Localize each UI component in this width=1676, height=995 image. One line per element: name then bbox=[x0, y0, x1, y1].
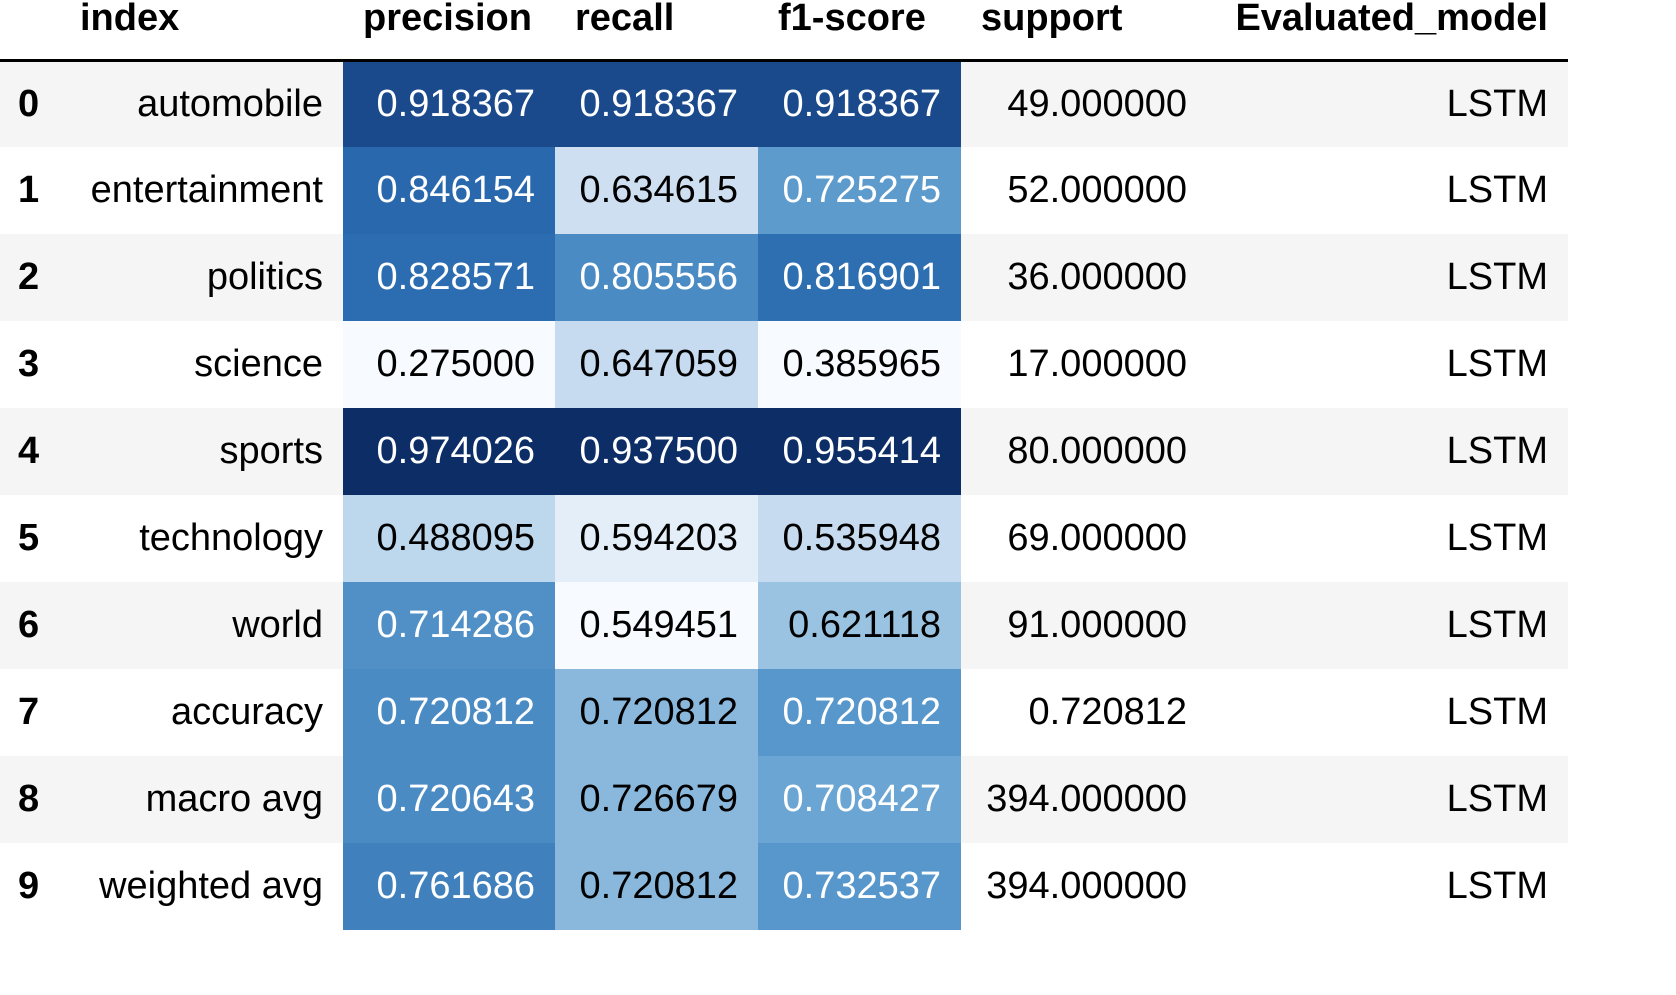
table-row: 4 sports 0.974026 0.937500 0.955414 80.000000… bbox=[0, 408, 1568, 495]
row-index: 2 bbox=[18, 256, 40, 298]
recall-cell: 0.647059 bbox=[555, 321, 758, 408]
row-index: 4 bbox=[18, 430, 40, 472]
row-index: 8 bbox=[18, 778, 40, 820]
recall-cell: 0.720812 bbox=[555, 843, 758, 930]
f1-score-cell: 0.816901 bbox=[758, 234, 961, 321]
table-row: 6 world 0.714286 0.549451 0.621118 91.000000 L… bbox=[0, 582, 1568, 669]
support-cell: 394.000000 bbox=[986, 865, 1187, 907]
evaluated-model-cell: LSTM bbox=[1446, 865, 1548, 907]
table-row: 9 weighted avg 0.761686 0.720812 0.732537 394… bbox=[0, 843, 1568, 930]
row-label: entertainment bbox=[90, 169, 323, 211]
row-label: automobile bbox=[137, 82, 323, 125]
support-cell: 80.000000 bbox=[1007, 430, 1187, 472]
table-row: 8 macro avg 0.720643 0.726679 0.708427 394.00… bbox=[0, 756, 1568, 843]
support-cell: 91.000000 bbox=[1007, 604, 1187, 646]
row-index: 1 bbox=[18, 169, 40, 211]
row-label: macro avg bbox=[145, 778, 323, 820]
evaluated-model-cell: LSTM bbox=[1446, 604, 1548, 646]
f1-score-cell: 0.725275 bbox=[758, 147, 961, 234]
header-f1-score: f1-score bbox=[758, 0, 961, 62]
precision-cell: 0.846154 bbox=[343, 147, 555, 234]
support-cell: 49.000000 bbox=[1007, 82, 1187, 125]
evaluated-model-cell: LSTM bbox=[1446, 517, 1548, 559]
support-cell: 394.000000 bbox=[986, 778, 1187, 820]
header-recall: recall bbox=[555, 0, 758, 62]
table-row: 3 science 0.275000 0.647059 0.385965 17.00000… bbox=[0, 321, 1568, 408]
precision-cell: 0.275000 bbox=[343, 321, 555, 408]
support-cell: 0.720812 bbox=[1028, 691, 1188, 733]
header-support: support bbox=[961, 0, 1207, 62]
recall-cell: 0.634615 bbox=[555, 147, 758, 234]
table-row: 0 automobile 0.918367 0.918367 0.918367 49.00… bbox=[0, 60, 1568, 147]
table-body: 0 automobile 0.918367 0.918367 0.918367 49.00… bbox=[0, 60, 1568, 930]
header-precision: precision bbox=[343, 0, 555, 62]
evaluated-model-cell: LSTM bbox=[1446, 82, 1548, 125]
f1-score-cell: 0.955414 bbox=[758, 408, 961, 495]
precision-cell: 0.720643 bbox=[343, 756, 555, 843]
precision-cell: 0.488095 bbox=[343, 495, 555, 582]
table-row: 5 technology 0.488095 0.594203 0.535948 69.00… bbox=[0, 495, 1568, 582]
f1-score-cell: 0.732537 bbox=[758, 843, 961, 930]
evaluated-model-cell: LSTM bbox=[1446, 778, 1548, 820]
f1-score-cell: 0.535948 bbox=[758, 495, 961, 582]
precision-cell: 0.918367 bbox=[343, 60, 555, 147]
row-label: world bbox=[232, 604, 323, 646]
classification-report-table: index precision recall f1-score support … bbox=[0, 0, 1568, 930]
evaluated-model-cell: LSTM bbox=[1446, 256, 1548, 298]
table-row: 7 accuracy 0.720812 0.720812 0.720812 0.72081… bbox=[0, 669, 1568, 756]
recall-cell: 0.918367 bbox=[555, 60, 758, 147]
row-index: 0 bbox=[18, 82, 40, 125]
support-cell: 52.000000 bbox=[1007, 169, 1187, 211]
recall-cell: 0.726679 bbox=[555, 756, 758, 843]
table-row: 1 entertainment 0.846154 0.634615 0.725275 52… bbox=[0, 147, 1568, 234]
f1-score-cell: 0.708427 bbox=[758, 756, 961, 843]
precision-cell: 0.828571 bbox=[343, 234, 555, 321]
header-index: index bbox=[60, 0, 343, 62]
f1-score-cell: 0.918367 bbox=[758, 60, 961, 147]
row-label: weighted avg bbox=[99, 865, 323, 907]
recall-cell: 0.937500 bbox=[555, 408, 758, 495]
precision-cell: 0.974026 bbox=[343, 408, 555, 495]
header-index-corner bbox=[0, 0, 60, 62]
support-cell: 17.000000 bbox=[1007, 343, 1187, 385]
row-label: science bbox=[194, 343, 323, 385]
evaluated-model-cell: LSTM bbox=[1446, 343, 1548, 385]
recall-cell: 0.720812 bbox=[555, 669, 758, 756]
header-row: index precision recall f1-score support … bbox=[0, 0, 1568, 62]
row-index: 7 bbox=[18, 691, 40, 733]
support-cell: 69.000000 bbox=[1007, 517, 1187, 559]
support-cell: 36.000000 bbox=[1007, 256, 1187, 298]
row-index: 6 bbox=[18, 604, 40, 646]
evaluated-model-cell: LSTM bbox=[1446, 430, 1548, 472]
table-row: 2 politics 0.828571 0.805556 0.816901 36.0000… bbox=[0, 234, 1568, 321]
row-label: technology bbox=[139, 517, 323, 559]
precision-cell: 0.761686 bbox=[343, 843, 555, 930]
f1-score-cell: 0.621118 bbox=[758, 582, 961, 669]
row-index: 3 bbox=[18, 343, 40, 385]
row-index: 9 bbox=[18, 865, 40, 907]
precision-cell: 0.720812 bbox=[343, 669, 555, 756]
f1-score-cell: 0.720812 bbox=[758, 669, 961, 756]
evaluated-model-cell: LSTM bbox=[1446, 691, 1548, 733]
recall-cell: 0.549451 bbox=[555, 582, 758, 669]
f1-score-cell: 0.385965 bbox=[758, 321, 961, 408]
table-header: index precision recall f1-score support … bbox=[0, 0, 1568, 62]
evaluated-model-cell: LSTM bbox=[1446, 169, 1548, 211]
header-evaluated-model: Evaluated_model bbox=[1207, 0, 1568, 62]
recall-cell: 0.594203 bbox=[555, 495, 758, 582]
precision-cell: 0.714286 bbox=[343, 582, 555, 669]
row-label: sports bbox=[219, 430, 323, 472]
row-label: accuracy bbox=[170, 691, 323, 733]
row-label: politics bbox=[206, 256, 323, 298]
row-index: 5 bbox=[18, 517, 40, 559]
recall-cell: 0.805556 bbox=[555, 234, 758, 321]
